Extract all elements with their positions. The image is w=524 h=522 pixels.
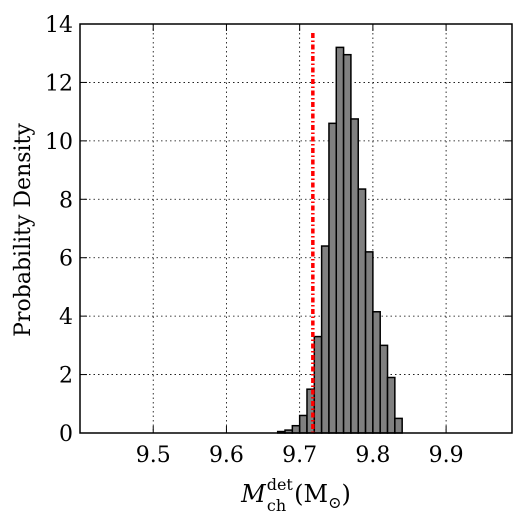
histogram-bar	[320, 245, 330, 434]
histogram-bars	[276, 46, 403, 434]
grid-lines	[80, 24, 512, 433]
axis-tick-labels: 9.5 9.6 9.7 9.8 9.9 0 2 4 6 8 10 12 14	[45, 13, 464, 468]
x-tick-label: 9.6	[209, 443, 244, 468]
histogram-bar	[342, 53, 352, 434]
histogram-bar	[394, 417, 403, 434]
plot-frame	[79, 23, 513, 434]
histogram-bar	[364, 251, 374, 434]
histogram-bar	[313, 335, 323, 434]
x-axis-label-sub: ch	[267, 496, 286, 515]
y-tick-label: 2	[59, 364, 73, 389]
histogram-bar	[357, 188, 367, 434]
x-axis-label-unit: (M	[294, 480, 328, 508]
x-tick-label: 9.7	[282, 443, 317, 468]
x-axis-label-base: M	[240, 480, 267, 508]
y-tick-label: 10	[45, 130, 73, 155]
x-axis-label-close: )	[341, 480, 350, 508]
x-axis-label-unit-sub: ⊙	[328, 493, 341, 512]
x-tick-label: 9.9	[429, 443, 464, 468]
y-axis-label: Probability Density	[11, 123, 36, 337]
histogram-bar	[298, 414, 308, 434]
histogram-bar	[386, 376, 396, 434]
histogram-bar	[350, 118, 359, 434]
y-tick-label: 8	[59, 188, 73, 213]
histogram-bar	[335, 46, 345, 434]
histogram-bar	[379, 344, 389, 434]
x-tick-label: 9.5	[136, 443, 171, 468]
histogram-bar	[328, 122, 338, 434]
x-axis-label: Mdet ch (M⊙)	[240, 475, 351, 515]
y-tick-label: 6	[59, 247, 73, 272]
y-tick-label: 12	[45, 71, 73, 96]
y-tick-label: 4	[59, 305, 73, 330]
histogram-bar	[291, 424, 301, 434]
histogram-bar	[372, 311, 381, 434]
x-tick-label: 9.8	[355, 443, 390, 468]
x-axis-label-sup: det	[267, 475, 294, 494]
axis-ticks	[80, 23, 512, 434]
y-tick-label: 14	[45, 13, 73, 38]
y-tick-label: 0	[59, 422, 73, 447]
